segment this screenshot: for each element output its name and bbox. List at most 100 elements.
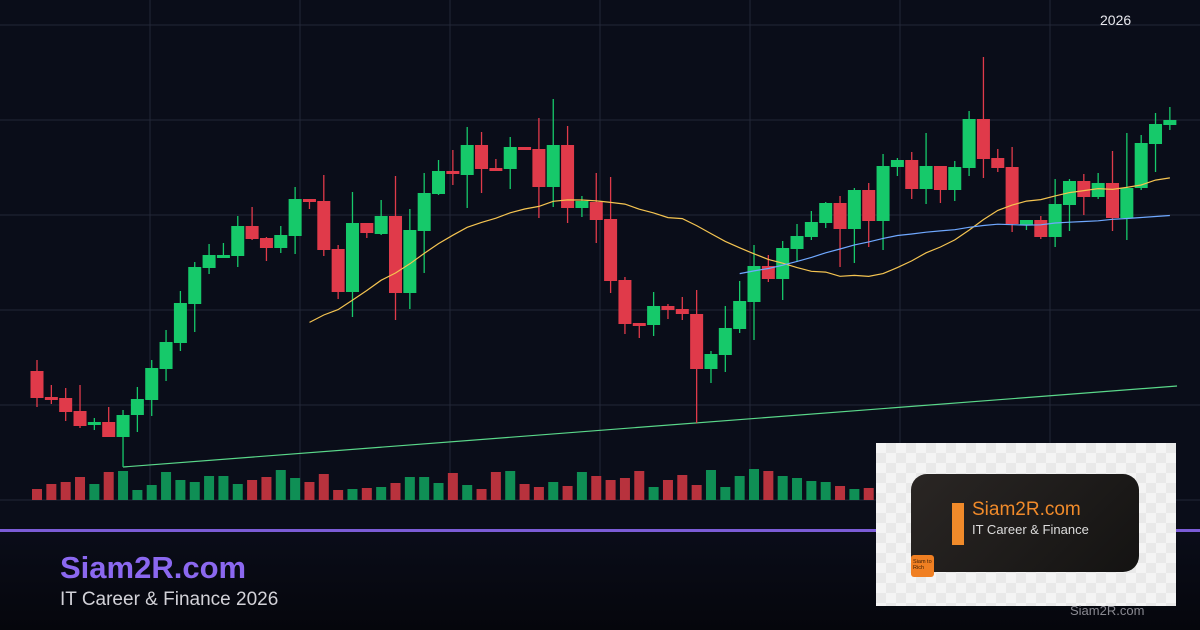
volume-bar: [218, 476, 229, 500]
volume-bar: [476, 489, 487, 500]
volume-bar: [849, 489, 860, 500]
candle-up: [116, 415, 130, 437]
candle-up: [546, 145, 560, 187]
candle-up: [202, 255, 216, 268]
volume-bar: [548, 482, 559, 500]
volume-bar: [304, 482, 315, 500]
volume-bar: [261, 477, 272, 500]
volume-bar: [275, 470, 286, 500]
candle-up: [216, 255, 230, 258]
volume-bar: [333, 490, 344, 500]
candle-up: [819, 203, 833, 223]
volume-bar: [720, 487, 731, 500]
volume-bar: [404, 477, 415, 500]
candle-down: [833, 203, 847, 229]
candle-up: [274, 235, 288, 248]
volume-bar: [161, 472, 172, 500]
candle-down: [1077, 181, 1091, 197]
candle-down: [618, 280, 632, 324]
volume-bar: [175, 480, 186, 500]
candle-down: [360, 223, 374, 233]
candlestick-chart: [0, 0, 1200, 501]
candle-up: [890, 160, 904, 167]
volume-bar: [490, 472, 501, 500]
volume-bar: [419, 477, 430, 500]
candle-down: [475, 145, 489, 169]
candle-down: [331, 249, 345, 292]
grid: [0, 0, 1200, 501]
candle-down: [30, 371, 44, 398]
volume-bar: [749, 469, 759, 500]
logo-name: Siam2R.com: [972, 499, 1081, 520]
volume-bar: [361, 488, 372, 500]
candle-up: [159, 342, 173, 369]
candle-down: [73, 411, 87, 426]
volume-bar: [533, 487, 544, 500]
candle-down: [862, 190, 876, 221]
candle-down: [389, 216, 402, 293]
candle-up: [647, 306, 661, 325]
candle-down: [59, 398, 73, 412]
volume-bar: [146, 485, 157, 500]
volume-bar: [591, 476, 602, 500]
candle-up: [1048, 204, 1062, 237]
candle-down: [317, 201, 331, 250]
volume-bar: [691, 485, 702, 500]
candle-up: [173, 303, 187, 343]
volume-bar: [619, 478, 630, 500]
candle-up: [460, 145, 474, 175]
candle-down: [518, 147, 532, 150]
volume-bar: [103, 472, 114, 500]
candle-up: [188, 267, 202, 304]
candle-up: [1149, 124, 1163, 144]
candle-down: [446, 171, 460, 174]
candle-down: [1034, 220, 1048, 237]
candle-up: [919, 166, 933, 189]
volume-bar: [204, 476, 215, 500]
volume-bar: [60, 482, 71, 500]
year-label: 2026: [1100, 12, 1132, 28]
volume-bar: [605, 480, 616, 500]
logo-subtitle: IT Career & Finance: [972, 522, 1089, 537]
candle-down: [1005, 167, 1019, 224]
volume-bar: [290, 478, 301, 500]
volume-bar: [734, 476, 745, 500]
candle-up: [962, 119, 976, 168]
trendline-layer: [122, 385, 1178, 468]
brand-tagline: IT Career & Finance 2026: [60, 589, 279, 610]
volume-bar: [677, 475, 688, 500]
volume-bar: [576, 472, 587, 500]
brand-title: Siam2R.com: [60, 550, 247, 585]
candle-up: [1120, 188, 1134, 218]
volume-bar: [806, 481, 817, 500]
volume-bar: [247, 480, 258, 500]
candle-up: [847, 190, 861, 229]
candle-down: [976, 119, 990, 159]
candle-up: [503, 147, 517, 169]
volume-bar: [75, 477, 86, 500]
volume-bar: [835, 486, 846, 500]
volume-bar: [662, 480, 673, 500]
volume-bars: [32, 469, 874, 500]
volume-bar: [132, 490, 143, 500]
candle-down: [632, 323, 646, 326]
volume-bar: [519, 484, 530, 500]
volume-bar: [447, 473, 458, 500]
candle-up: [432, 171, 446, 194]
candle-down: [905, 160, 919, 189]
candle-down: [259, 238, 273, 248]
moving-averages: [309, 177, 1170, 323]
volume-bar: [433, 483, 444, 500]
candle-down: [532, 149, 546, 187]
candle-up: [374, 216, 388, 234]
volume-bar: [32, 489, 42, 500]
candle-up: [575, 201, 589, 208]
volume-bar: [705, 470, 716, 500]
candle-up: [1019, 220, 1033, 225]
volume-bar: [462, 485, 473, 500]
candle-up: [403, 230, 417, 293]
accent-divider: [0, 529, 1200, 532]
candle-up: [288, 199, 302, 236]
volume-bar: [390, 483, 401, 500]
candle-down: [690, 314, 704, 369]
